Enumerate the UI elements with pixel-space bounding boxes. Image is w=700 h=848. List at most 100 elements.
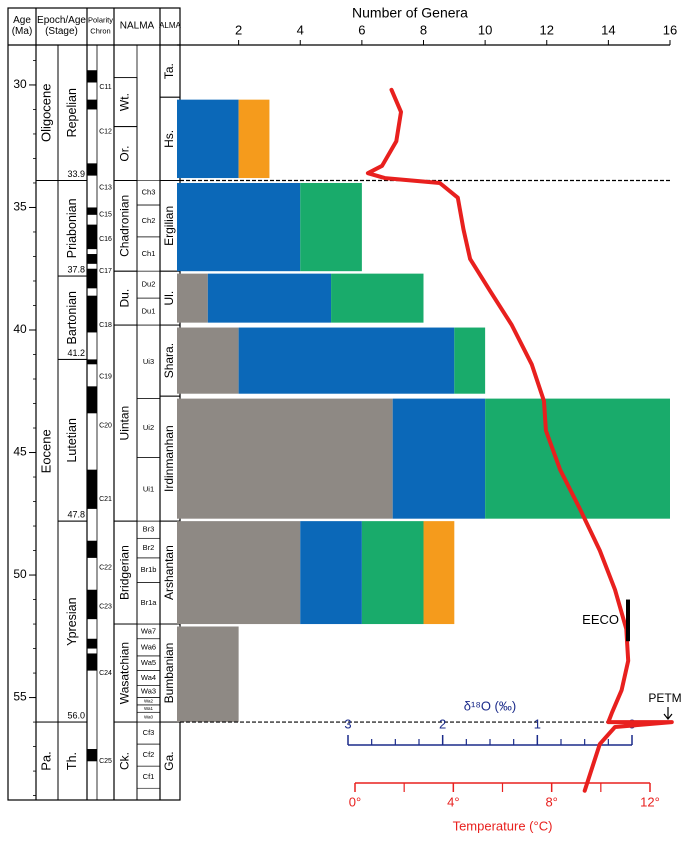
- d18o-tick-label: 3: [344, 716, 351, 731]
- x-tick-label: 8: [420, 22, 427, 37]
- nalma-sub-label: Du2: [142, 280, 156, 289]
- chron-label: C24: [99, 670, 112, 677]
- bar-segment: [177, 99, 239, 179]
- nalma-sub-label: Br3: [143, 525, 155, 534]
- bar-segment: [485, 398, 670, 519]
- x-tick-label: 4: [297, 22, 304, 37]
- chron-label: C22: [99, 565, 112, 572]
- alma-label: Ta.: [162, 63, 176, 79]
- nalma-label: Uintan: [118, 406, 132, 441]
- x-tick-label: 10: [478, 22, 492, 37]
- x-tick-label: 16: [663, 22, 677, 37]
- bar-segment: [238, 327, 455, 394]
- d18o-tick-label: 1: [534, 716, 541, 731]
- normal-polarity: [87, 540, 97, 558]
- boundary-age-label: 56.0: [67, 710, 85, 720]
- bar-segment: [177, 327, 239, 394]
- stage-label: Priabonian: [65, 198, 79, 258]
- bar-segment: [207, 273, 332, 323]
- normal-polarity: [87, 749, 97, 762]
- nalma-label: Bridgerian: [118, 545, 132, 600]
- nalma-sub-label: Wa4: [141, 673, 156, 682]
- normal-polarity: [87, 163, 97, 176]
- chron-label: C19: [99, 373, 112, 380]
- column-header: ALMA: [159, 21, 181, 30]
- boundary-age-label: 37.8: [67, 264, 85, 274]
- temp-tick-label: 8°: [545, 794, 557, 809]
- normal-polarity: [87, 295, 97, 333]
- petm-arrow: [663, 707, 673, 720]
- nalma-sub-label: Ch2: [142, 216, 156, 225]
- nalma-sub-label: Wa1: [144, 706, 154, 711]
- chron-label: C20: [99, 422, 112, 429]
- temp-tick-label: 4°: [447, 794, 459, 809]
- alma-label: Shara.: [162, 343, 176, 378]
- age-tick-label: 40: [13, 322, 27, 336]
- bar-segment: [300, 182, 362, 272]
- eeco-bar: [626, 599, 630, 642]
- chron-label: C15: [99, 212, 112, 219]
- bar-segment: [331, 273, 424, 323]
- stage-label: Bartonian: [65, 291, 79, 345]
- epoch-label: Eocene: [38, 429, 53, 473]
- column-header: (Stage): [45, 26, 78, 37]
- chron-label: C17: [99, 268, 112, 275]
- nalma-sub-label: Wa0: [144, 714, 154, 719]
- stage-label: Lutetian: [65, 418, 79, 463]
- bar-segment: [238, 99, 270, 179]
- chron-label: C23: [99, 604, 112, 611]
- column-header: NALMA: [120, 21, 155, 32]
- nalma-sub-label: Br1b: [141, 565, 157, 574]
- nalma-sub-label: Cf1: [143, 772, 155, 781]
- nalma-sub-label: Wa2: [144, 698, 154, 703]
- epoch-label: Pa.: [38, 751, 53, 771]
- alma-label: Bumbanian: [162, 643, 176, 704]
- alma-label: Ul.: [162, 291, 176, 306]
- normal-polarity: [87, 469, 97, 509]
- nalma-label: Wt.: [118, 93, 132, 111]
- column-header: Age: [13, 15, 31, 26]
- alma-label: Irdinmanhan: [162, 425, 176, 492]
- column-header: (Ma): [12, 26, 33, 37]
- bar-segment: [177, 521, 301, 625]
- stage-label: Ypresian: [65, 597, 79, 645]
- alma-label: Hs.: [162, 130, 176, 148]
- nalma-sub-label: Cf3: [143, 728, 155, 737]
- nalma-label: Ck.: [118, 752, 132, 770]
- stage-label: Repelian: [65, 88, 79, 137]
- bar-segment: [177, 182, 301, 272]
- age-tick-label: 45: [13, 445, 27, 459]
- nalma-label: Chadronian: [118, 195, 132, 257]
- bar-segment: [177, 273, 208, 323]
- chron-label: C18: [99, 322, 112, 329]
- age-tick-label: 50: [13, 567, 27, 581]
- d18o-axis-title: δ¹⁸O (‰): [464, 698, 516, 713]
- chron-label: C12: [99, 128, 112, 135]
- normal-polarity: [87, 70, 97, 83]
- bar-segment: [177, 626, 239, 723]
- column-header: Epoch/Age: [37, 15, 86, 26]
- nalma-label: Wasatchian: [118, 642, 132, 704]
- bar-segment: [392, 398, 486, 519]
- boundary-age-label: 33.9: [67, 169, 85, 179]
- normal-polarity: [87, 638, 97, 649]
- column-header: Chron: [90, 26, 110, 35]
- bar-segment: [361, 521, 424, 625]
- alma-label: Ga.: [162, 751, 176, 770]
- nalma-sub-label: Wa7: [141, 626, 156, 635]
- temp-axis-title: Temperature (°C): [453, 818, 553, 833]
- chron-label: C13: [99, 185, 112, 192]
- d18o-curve: [365, 87, 674, 793]
- nalma-sub-label: Ui1: [143, 484, 154, 493]
- x-tick-label: 12: [540, 22, 554, 37]
- eeco-label: EECO: [582, 612, 619, 627]
- age-tick-label: 30: [13, 77, 27, 91]
- nalma-sub-label: Br2: [143, 543, 155, 552]
- normal-polarity: [87, 653, 97, 671]
- chron-label: C21: [99, 496, 112, 503]
- normal-polarity: [87, 224, 97, 250]
- nalma-sub-label: Wa6: [141, 642, 156, 651]
- normal-polarity: [87, 589, 97, 620]
- alma-label: Arshantan: [162, 545, 176, 600]
